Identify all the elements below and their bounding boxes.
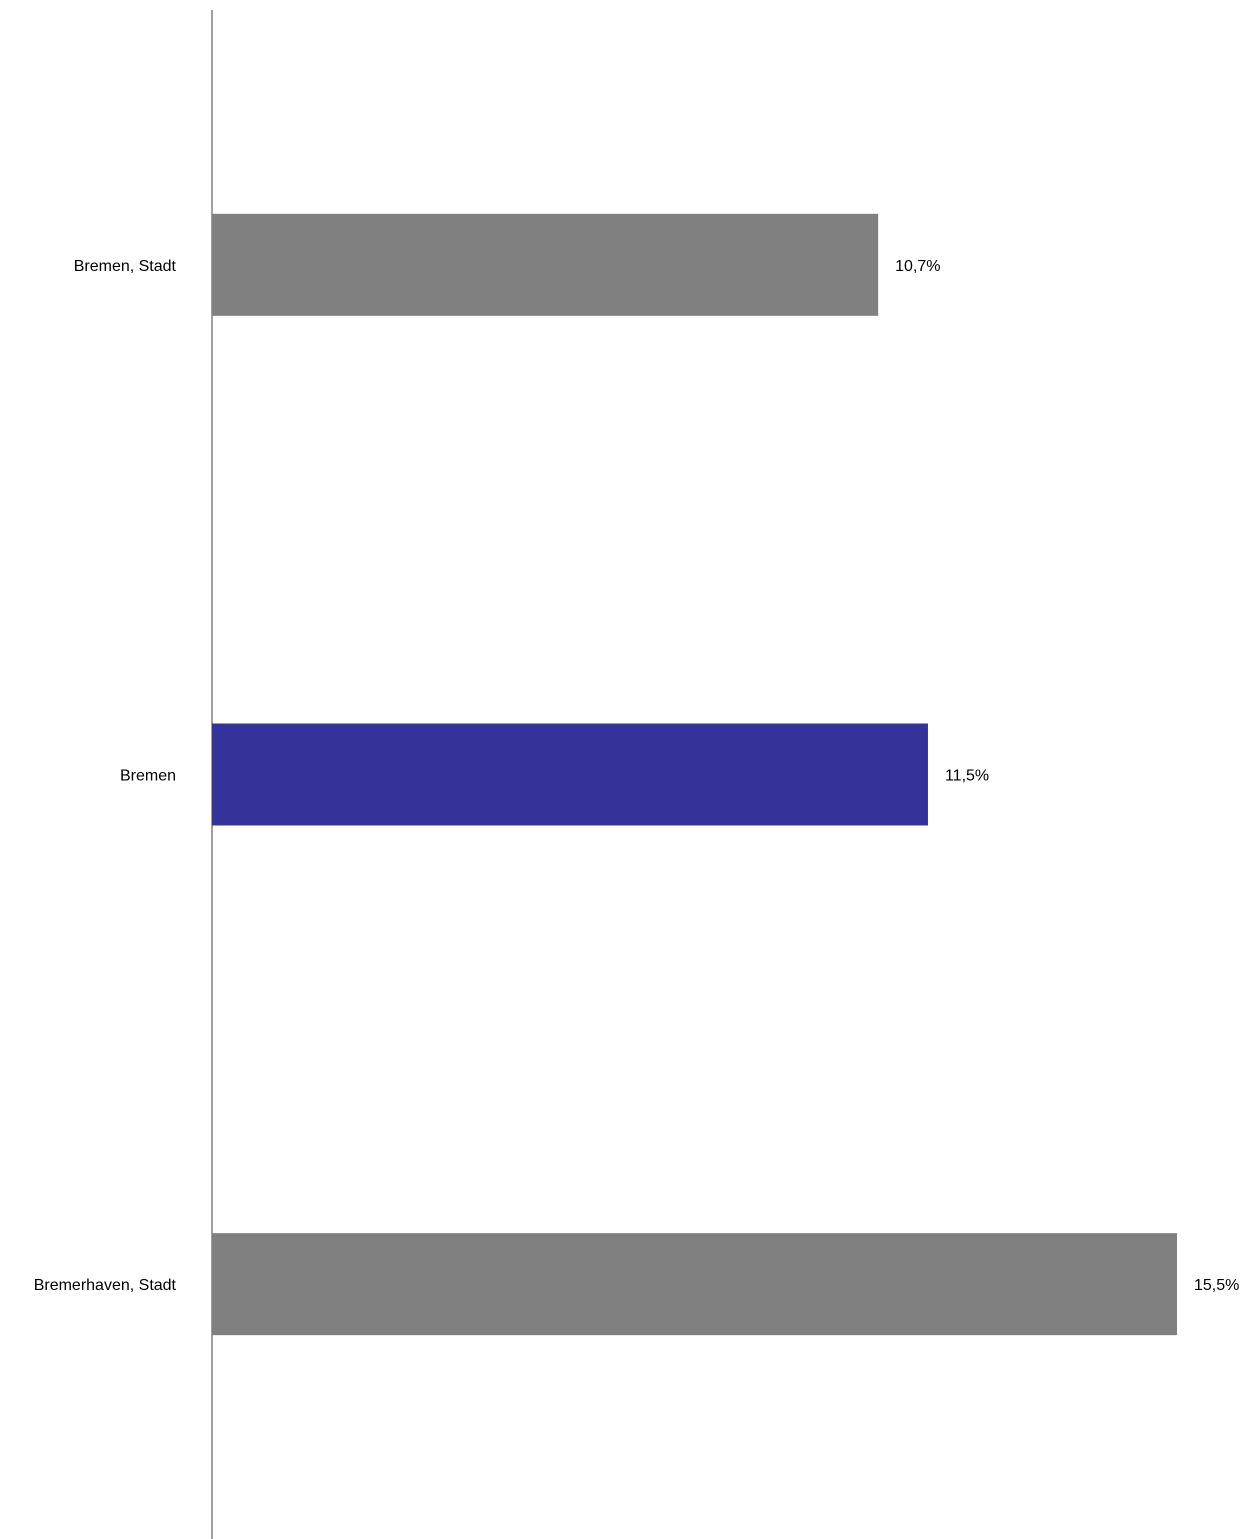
value-label-0: 10,7% [895,258,940,275]
category-label-1: Bremen [120,768,176,785]
category-label-0: Bremen, Stadt [74,258,177,275]
value-label-2: 15,5% [1194,1277,1239,1294]
bars-group: Bremen, Stadt 10,7% Bremen 11,5% Bremerhaven… [34,213,1239,1336]
value-label-1: 11,5% [945,768,989,785]
bar-2 [212,1233,1177,1336]
bar-0 [212,213,879,316]
category-label-2: Bremerhaven, Stadt [34,1277,177,1294]
bar-1 [212,723,928,826]
